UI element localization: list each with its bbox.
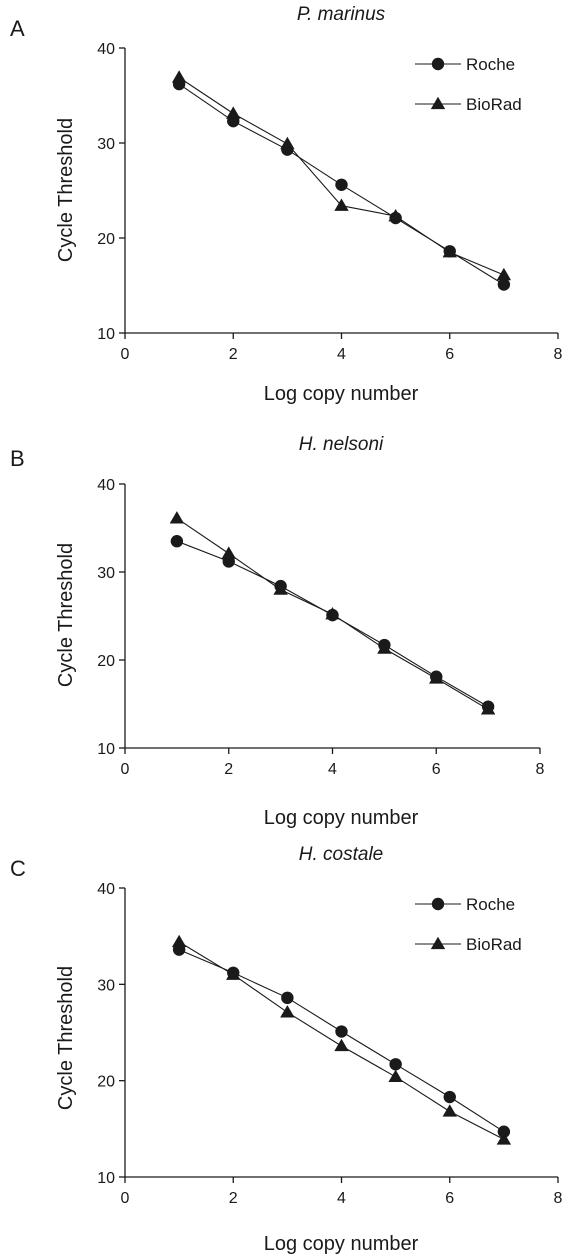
x-tick-label: 0 bbox=[121, 1190, 130, 1207]
data-point-biorad bbox=[221, 546, 236, 559]
y-tick-label: 10 bbox=[97, 326, 115, 343]
x-tick-label: 2 bbox=[224, 761, 233, 778]
legend-label: BioRad bbox=[466, 95, 522, 114]
data-point-biorad bbox=[496, 1132, 512, 1145]
x-tick-label: 6 bbox=[445, 1190, 454, 1207]
data-point-biorad bbox=[388, 208, 403, 222]
data-point-biorad bbox=[226, 106, 241, 119]
x-tick-label: 2 bbox=[229, 1190, 238, 1207]
x-tick-label: 0 bbox=[121, 346, 130, 363]
data-point-biorad bbox=[280, 1005, 295, 1018]
legend-label: Roche bbox=[466, 55, 515, 74]
legend-marker-biorad bbox=[430, 96, 446, 110]
legend-label: BioRad bbox=[466, 935, 522, 954]
x-tick-label: 6 bbox=[432, 761, 441, 778]
data-point-biorad bbox=[442, 245, 457, 258]
data-point-biorad bbox=[226, 967, 241, 980]
data-point-roche bbox=[497, 278, 511, 291]
panel-letter: C bbox=[10, 856, 26, 881]
y-tick-label: 30 bbox=[97, 136, 115, 153]
legend-label: Roche bbox=[466, 895, 515, 914]
data-point-biorad bbox=[334, 1038, 349, 1052]
x-tick-label: 4 bbox=[337, 346, 346, 363]
x-tick-label: 8 bbox=[554, 346, 563, 363]
panel-letter: B bbox=[10, 446, 25, 471]
data-point-biorad bbox=[496, 267, 512, 281]
chart-title: H. nelsoni bbox=[299, 434, 384, 455]
panel-b: B H. nelsoni Log copy number Cycle Thres… bbox=[0, 430, 565, 850]
panel-a: A P. marinus Log copy number Cycle Thres… bbox=[0, 0, 565, 420]
chart-c-svg: C H. costale Log copy number Cycle Thres… bbox=[10, 844, 563, 1255]
panel-letter: A bbox=[10, 16, 25, 41]
legend-marker-roche bbox=[431, 57, 445, 71]
chart-a-svg: A P. marinus Log copy number Cycle Thres… bbox=[10, 4, 563, 405]
data-point-roche bbox=[389, 1058, 402, 1071]
data-point-biorad bbox=[325, 607, 340, 620]
data-point-biorad bbox=[429, 671, 444, 684]
y-tick-label: 30 bbox=[97, 977, 115, 994]
x-tick-label: 4 bbox=[328, 761, 337, 778]
data-point-biorad bbox=[169, 511, 185, 524]
data-point-roche bbox=[335, 178, 348, 191]
y-tick-label: 20 bbox=[97, 653, 115, 670]
chart-title: P. marinus bbox=[297, 4, 386, 25]
x-axis-title: Log copy number bbox=[264, 807, 419, 829]
x-tick-label: 8 bbox=[536, 761, 545, 778]
x-tick-label: 4 bbox=[337, 1190, 346, 1207]
y-tick-label: 20 bbox=[97, 1074, 115, 1091]
legend-marker-biorad bbox=[430, 936, 446, 950]
chart-title: H. costale bbox=[299, 844, 383, 865]
x-axis-title: Log copy number bbox=[264, 1233, 419, 1255]
data-point-biorad bbox=[280, 136, 295, 150]
y-axis-title: Cycle Threshold bbox=[55, 966, 77, 1110]
x-tick-label: 8 bbox=[554, 1190, 563, 1207]
x-axis-title: Log copy number bbox=[264, 383, 419, 405]
data-point-biorad bbox=[480, 702, 496, 715]
data-point-roche bbox=[497, 1125, 511, 1138]
data-point-roche bbox=[335, 1025, 348, 1038]
data-point-roche bbox=[170, 535, 184, 548]
data-point-biorad bbox=[171, 70, 187, 83]
series-line-biorad bbox=[178, 77, 505, 276]
y-tick-label: 10 bbox=[97, 741, 115, 758]
data-point-biorad bbox=[334, 198, 349, 211]
y-tick-label: 20 bbox=[97, 231, 115, 248]
y-tick-label: 10 bbox=[97, 1170, 115, 1187]
y-tick-label: 40 bbox=[97, 477, 115, 494]
y-tick-label: 40 bbox=[97, 41, 115, 58]
y-tick-label: 40 bbox=[97, 881, 115, 898]
data-point-roche bbox=[281, 991, 294, 1005]
data-point-roche bbox=[443, 1090, 456, 1104]
x-tick-label: 0 bbox=[121, 761, 130, 778]
x-tick-label: 2 bbox=[229, 346, 238, 363]
data-point-biorad bbox=[377, 641, 392, 654]
panel-c: C H. costale Log copy number Cycle Thres… bbox=[0, 840, 565, 1260]
y-axis-title: Cycle Threshold bbox=[55, 118, 77, 262]
legend-marker-roche bbox=[431, 897, 445, 911]
chart-b-svg: B H. nelsoni Log copy number Cycle Thres… bbox=[10, 434, 545, 829]
x-tick-label: 6 bbox=[445, 346, 454, 363]
data-point-biorad bbox=[171, 934, 187, 948]
data-point-biorad bbox=[442, 1104, 457, 1117]
y-tick-label: 30 bbox=[97, 565, 115, 582]
data-point-biorad bbox=[273, 582, 288, 595]
data-point-biorad bbox=[388, 1069, 403, 1082]
y-axis-title: Cycle Threshold bbox=[55, 543, 77, 687]
